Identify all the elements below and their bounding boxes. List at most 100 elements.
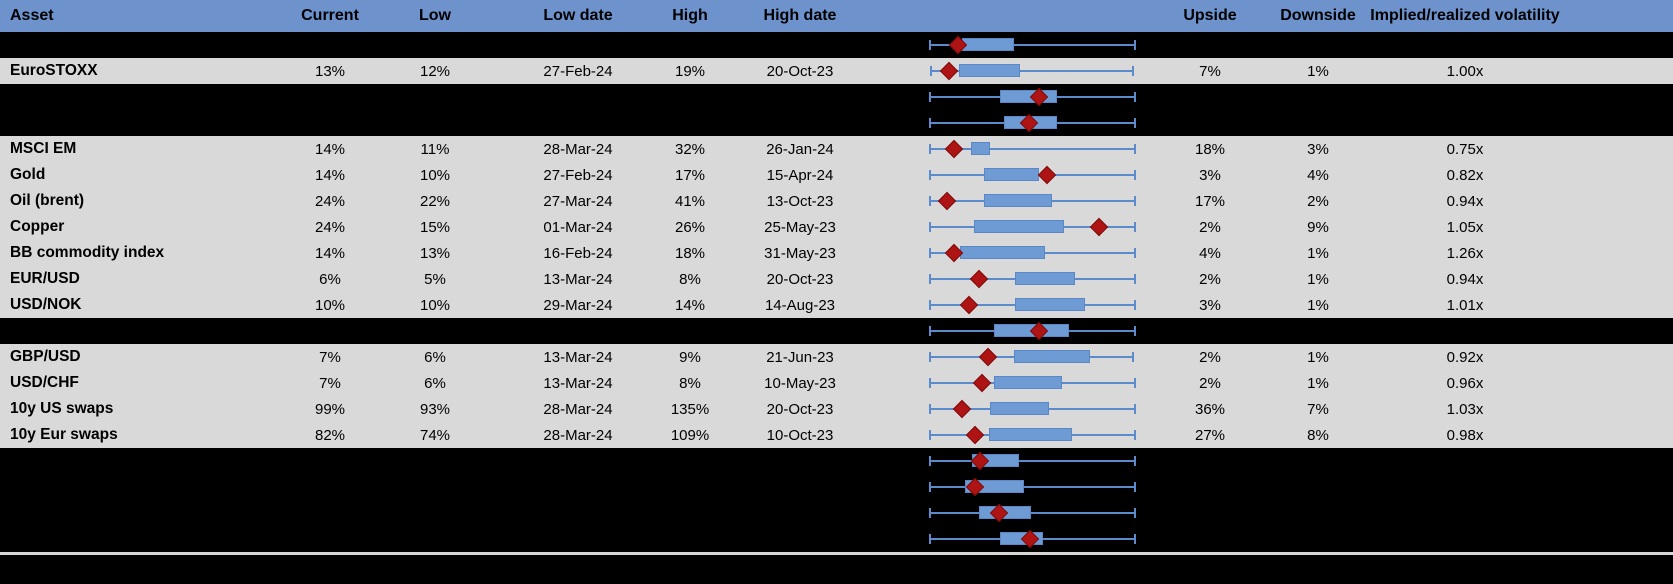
asset-cell[interactable]: Gold: [10, 166, 46, 183]
upside-cell[interactable]: 3%: [1199, 296, 1221, 314]
downside-cell[interactable]: 1%: [1307, 296, 1329, 314]
downside-cell[interactable]: 9%: [1307, 218, 1329, 236]
upside-cell[interactable]: 2%: [1199, 218, 1221, 236]
high-date-cell[interactable]: 20-Oct-23: [766, 270, 834, 288]
low-date-cell[interactable]: 01-Mar-24: [543, 218, 613, 236]
low-date-cell[interactable]: 13-Mar-24: [543, 374, 613, 392]
header-low-date[interactable]: Low date: [543, 7, 613, 24]
current-cell[interactable]: 10%: [314, 296, 346, 314]
low-cell[interactable]: 11%: [420, 140, 450, 158]
downside-cell[interactable]: 8%: [1307, 426, 1329, 444]
downside-cell[interactable]: 7%: [1307, 400, 1329, 418]
header-high-date[interactable]: High date: [763, 7, 837, 24]
current-cell[interactable]: 7%: [319, 374, 341, 392]
high-date-cell[interactable]: 20-Oct-23: [766, 400, 834, 418]
asset-cell[interactable]: Copper: [10, 218, 65, 235]
implied-realized-cell[interactable]: 1.01x: [1446, 296, 1484, 314]
low-date-cell[interactable]: 28-Mar-24: [543, 400, 613, 418]
implied-realized-cell[interactable]: 0.75x: [1446, 140, 1484, 158]
low-cell[interactable]: 5%: [424, 270, 446, 288]
downside-cell[interactable]: 1%: [1307, 270, 1329, 288]
current-cell[interactable]: 14%: [314, 244, 346, 262]
low-cell[interactable]: 6%: [424, 348, 446, 366]
low-date-cell[interactable]: 13-Mar-24: [543, 270, 613, 288]
current-cell[interactable]: 6%: [319, 270, 341, 288]
low-date-cell[interactable]: 28-Mar-24: [543, 140, 613, 158]
high-date-cell[interactable]: 14-Aug-23: [764, 296, 836, 314]
current-cell[interactable]: 82%: [314, 426, 346, 444]
high-date-cell[interactable]: 21-Jun-23: [766, 348, 834, 366]
high-date-cell[interactable]: 20-Oct-23: [766, 62, 834, 80]
high-cell[interactable]: 135%: [670, 400, 710, 418]
asset-cell[interactable]: Oil (brent): [10, 192, 85, 209]
high-cell[interactable]: 14%: [674, 296, 706, 314]
low-date-cell[interactable]: 27-Mar-24: [543, 192, 613, 210]
implied-realized-cell[interactable]: 0.82x: [1446, 166, 1484, 184]
downside-cell[interactable]: 1%: [1307, 244, 1329, 262]
low-date-cell[interactable]: 13-Mar-24: [543, 348, 613, 366]
upside-cell[interactable]: 4%: [1199, 244, 1221, 262]
header-implied-realized[interactable]: Implied/realized volatility: [1370, 7, 1560, 24]
high-date-cell[interactable]: 15-Apr-24: [766, 166, 834, 184]
high-date-cell[interactable]: 25-May-23: [764, 218, 836, 236]
low-cell[interactable]: 10%: [419, 296, 451, 314]
high-cell[interactable]: 17%: [674, 166, 706, 184]
current-cell[interactable]: 14%: [314, 140, 346, 158]
header-upside[interactable]: Upside: [1183, 7, 1237, 24]
current-cell[interactable]: 7%: [319, 348, 341, 366]
high-cell[interactable]: 19%: [674, 62, 706, 80]
high-cell[interactable]: 41%: [674, 192, 706, 210]
current-cell[interactable]: 24%: [314, 218, 346, 236]
low-cell[interactable]: 12%: [419, 62, 451, 80]
downside-cell[interactable]: 1%: [1307, 348, 1329, 366]
downside-cell[interactable]: 4%: [1307, 166, 1329, 184]
implied-realized-cell[interactable]: 0.96x: [1446, 374, 1484, 392]
header-low[interactable]: Low: [419, 7, 451, 24]
high-cell[interactable]: 18%: [674, 244, 706, 262]
header-current[interactable]: Current: [301, 7, 359, 24]
low-date-cell[interactable]: 28-Mar-24: [543, 426, 613, 444]
low-cell[interactable]: 22%: [419, 192, 451, 210]
downside-cell[interactable]: 2%: [1307, 192, 1329, 210]
upside-cell[interactable]: 2%: [1199, 348, 1221, 366]
upside-cell[interactable]: 36%: [1194, 400, 1226, 418]
implied-realized-cell[interactable]: 1.00x: [1446, 62, 1484, 80]
header-asset[interactable]: Asset: [10, 7, 54, 24]
low-cell[interactable]: 10%: [419, 166, 451, 184]
implied-realized-cell[interactable]: 0.94x: [1446, 270, 1484, 288]
asset-cell[interactable]: EUR/USD: [10, 270, 80, 287]
downside-cell[interactable]: 1%: [1307, 374, 1329, 392]
upside-cell[interactable]: 2%: [1199, 374, 1221, 392]
asset-cell[interactable]: GBP/USD: [10, 348, 81, 365]
upside-cell[interactable]: 27%: [1194, 426, 1226, 444]
current-cell[interactable]: 24%: [314, 192, 346, 210]
high-cell[interactable]: 9%: [679, 348, 701, 366]
high-date-cell[interactable]: 31-May-23: [764, 244, 836, 262]
high-cell[interactable]: 109%: [670, 426, 710, 444]
downside-cell[interactable]: 1%: [1307, 62, 1329, 80]
upside-cell[interactable]: 3%: [1199, 166, 1221, 184]
low-cell[interactable]: 6%: [424, 374, 446, 392]
asset-cell[interactable]: USD/CHF: [10, 374, 79, 391]
current-cell[interactable]: 14%: [314, 166, 346, 184]
upside-cell[interactable]: 7%: [1199, 62, 1221, 80]
header-high[interactable]: High: [672, 7, 708, 24]
implied-realized-cell[interactable]: 1.05x: [1446, 218, 1484, 236]
asset-cell[interactable]: MSCI EM: [10, 140, 77, 157]
high-date-cell[interactable]: 10-Oct-23: [766, 426, 834, 444]
current-cell[interactable]: 13%: [314, 62, 346, 80]
implied-realized-cell[interactable]: 0.98x: [1446, 426, 1484, 444]
low-cell[interactable]: 15%: [419, 218, 451, 236]
implied-realized-cell[interactable]: 1.26x: [1446, 244, 1484, 262]
implied-realized-cell[interactable]: 1.03x: [1446, 400, 1484, 418]
header-downside[interactable]: Downside: [1280, 7, 1356, 24]
high-cell[interactable]: 26%: [674, 218, 706, 236]
low-cell[interactable]: 93%: [419, 400, 451, 418]
asset-cell[interactable]: 10y Eur swaps: [10, 426, 118, 443]
high-cell[interactable]: 8%: [679, 270, 701, 288]
upside-cell[interactable]: 17%: [1194, 192, 1226, 210]
low-cell[interactable]: 13%: [419, 244, 451, 262]
low-date-cell[interactable]: 27-Feb-24: [543, 62, 613, 80]
high-cell[interactable]: 8%: [679, 374, 701, 392]
low-date-cell[interactable]: 16-Feb-24: [543, 244, 613, 262]
